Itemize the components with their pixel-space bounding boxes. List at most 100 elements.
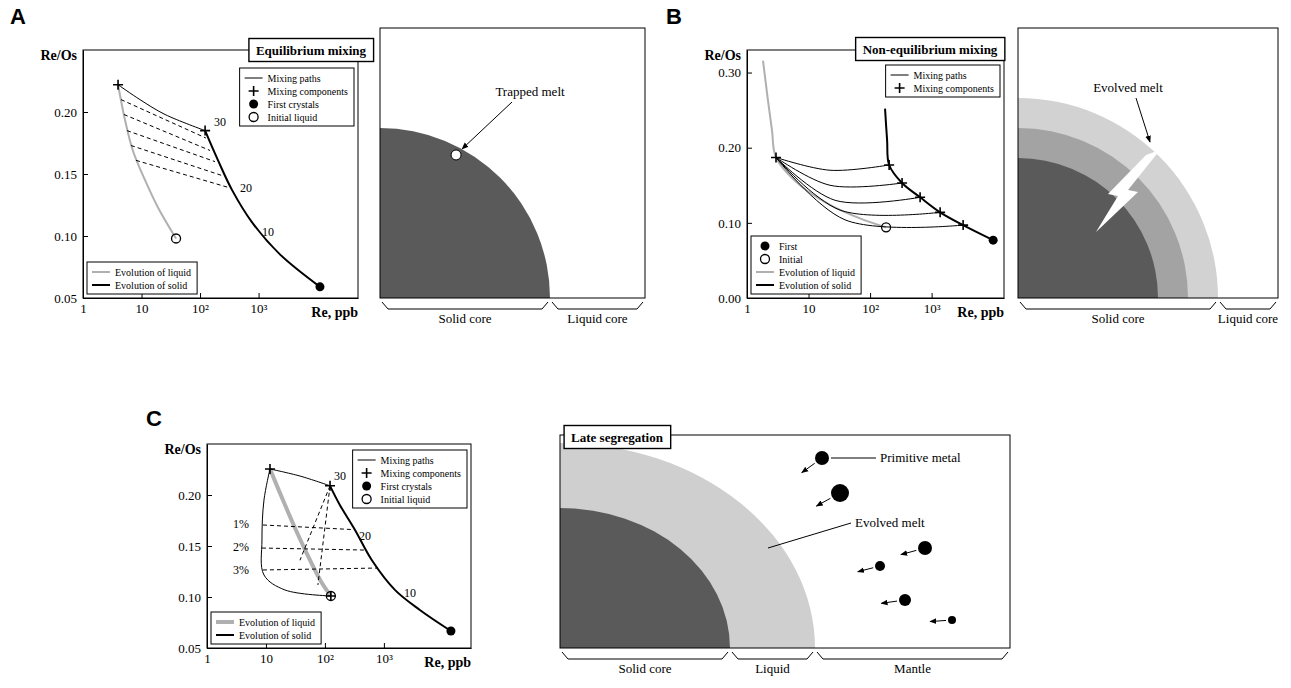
- melt-crack: [1096, 150, 1160, 232]
- series-line: [263, 525, 355, 530]
- x-axis-title: Re, ppb: [957, 305, 1004, 320]
- y-tick-mark: [83, 174, 88, 175]
- legend-line: [358, 460, 376, 461]
- legend-label: Mixing components: [381, 468, 461, 479]
- plot-frame: [83, 50, 358, 298]
- legend-line: [756, 271, 774, 273]
- x-tick: 10³: [924, 293, 941, 316]
- annotation: 10: [404, 586, 416, 600]
- legend: FirstInitialEvolution of liquidEvolution…: [751, 236, 861, 294]
- x-tick: 10²: [862, 293, 879, 316]
- metal-droplet: [875, 561, 885, 571]
- y-tick-label: 0.15: [54, 167, 77, 182]
- legend-label: Evolution of liquid: [115, 267, 191, 278]
- y-axis: 0.00 0.10 0.20 0.30: [718, 51, 752, 306]
- legend: Mixing pathsMixing componentsFirst cryst…: [353, 450, 467, 508]
- x-tick-label: 10: [803, 301, 816, 316]
- callout-label: Evolved melt: [855, 515, 925, 530]
- legend-label: First crystals: [268, 99, 319, 110]
- title-frame: [249, 39, 374, 62]
- y-tick: 0.20: [54, 105, 88, 120]
- metal-droplet: [831, 484, 849, 502]
- y-tick-mark: [83, 298, 88, 299]
- x-axis-line: [84, 298, 359, 299]
- legend-label: Evolution of solid: [779, 280, 851, 291]
- y-tick-mark: [207, 648, 212, 649]
- x-axis-line: [748, 298, 1005, 299]
- title-box: Equilibrium mixing: [249, 39, 374, 62]
- diagram: Primitive metalEvolved meltSolid coreLiq…: [560, 435, 1010, 676]
- marker-plus: [935, 207, 945, 217]
- x-tick: 10²: [317, 643, 334, 666]
- bracket: [562, 652, 728, 659]
- y-tick: 0.20: [718, 140, 752, 155]
- y-tick-label: 0.30: [718, 65, 741, 80]
- panel-letter: B: [666, 4, 682, 29]
- y-tick-label: 0.05: [54, 291, 77, 306]
- marker-plus: [326, 591, 336, 601]
- y-tick-label: 0.20: [178, 488, 201, 503]
- marker-plus: [771, 152, 781, 162]
- y-tick-label: 0.10: [54, 229, 77, 244]
- series-line: [318, 486, 330, 585]
- legend-line: [245, 78, 263, 79]
- x-tick-label: 1: [204, 651, 211, 666]
- legend-label: Evolution of liquid: [779, 267, 855, 278]
- y-tick-mark: [83, 112, 88, 113]
- legend: Evolution of liquidEvolution of solid: [87, 262, 197, 294]
- arrow: [881, 601, 897, 603]
- y-tick: 0.20: [178, 488, 212, 503]
- plot-marks: [113, 80, 324, 292]
- title-frame: [856, 38, 1005, 61]
- arrow: [858, 568, 873, 572]
- series-line: [118, 85, 176, 239]
- y-tick-label: 0.20: [54, 105, 77, 120]
- region-label: Liquid: [755, 661, 790, 676]
- y-tick: 0.10: [718, 216, 752, 231]
- legend-marker: [249, 100, 258, 109]
- legend-line: [216, 634, 234, 636]
- legend-label: Mixing paths: [381, 455, 434, 466]
- legend-marker: [249, 113, 258, 122]
- series-line: [270, 469, 331, 596]
- x-tick-mark: [200, 293, 201, 298]
- y-tick-mark: [207, 495, 212, 496]
- annotation: 30: [334, 469, 346, 483]
- series-line: [776, 157, 963, 227]
- annotation: 3%: [233, 563, 249, 577]
- annotation: 30: [214, 115, 226, 129]
- x-tick-label: 10: [260, 651, 273, 666]
- x-tick-label: 10²: [192, 301, 209, 316]
- diagram-frame: [560, 435, 1010, 648]
- x-tick-mark: [384, 643, 385, 648]
- title-box: Non-equilibrium mixing: [856, 38, 1005, 61]
- legend-marker: [761, 242, 770, 251]
- bracket: [552, 302, 643, 309]
- chart-title: Equilibrium mixing: [256, 43, 367, 58]
- x-axis-title: Re, ppb: [311, 305, 358, 320]
- callout-label: Trapped melt: [495, 84, 565, 99]
- legend-line: [891, 75, 909, 76]
- legend-label: Mixing components: [268, 86, 348, 97]
- y-tick: 0.15: [178, 539, 212, 554]
- diagram-frame: [380, 28, 645, 298]
- arrow: [802, 463, 815, 472]
- y-tick-mark: [83, 236, 88, 237]
- y-tick: 0.10: [54, 229, 88, 244]
- arrow: [901, 550, 916, 554]
- region-label: Solid core: [618, 661, 671, 676]
- series-line: [261, 469, 331, 596]
- legend-label: Initial liquid: [381, 494, 431, 505]
- series-line: [118, 85, 205, 131]
- annotation: 1%: [233, 517, 249, 531]
- marker-plus: [915, 192, 925, 202]
- marker-plus: [884, 160, 894, 170]
- series-line: [136, 160, 229, 187]
- y-axis-title: Re/Os: [704, 48, 741, 63]
- y-tick: 0.00: [718, 291, 752, 306]
- title-frame: [564, 426, 671, 449]
- legend-marker: [895, 83, 905, 93]
- panel-letter: A: [10, 4, 26, 29]
- legend-label: Mixing paths: [268, 73, 321, 84]
- series-line: [885, 109, 993, 241]
